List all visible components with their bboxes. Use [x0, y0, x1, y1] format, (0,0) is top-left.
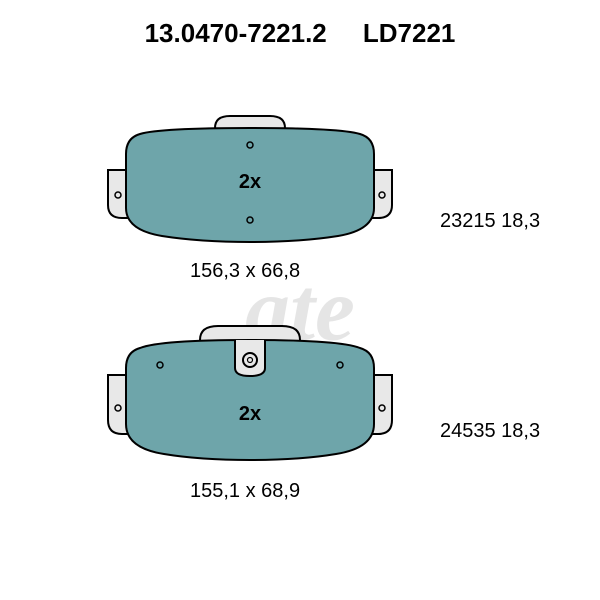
center-pin: [243, 353, 257, 367]
dim-label-bottom: 155,1 x 68,9: [190, 480, 300, 503]
brake-pad-bottom-svg: 2x: [100, 320, 400, 470]
qty-label-top: 2x: [239, 171, 261, 193]
brake-pad-bottom: 2x: [100, 320, 400, 470]
dim-label-top: 156,3 x 66,8: [190, 260, 300, 283]
brake-pad-top: 2x: [100, 110, 400, 250]
ref-label-bottom: 24535 18,3: [440, 420, 540, 443]
part-code: LD7221: [363, 18, 456, 48]
brake-pad-top-svg: 2x: [100, 110, 400, 250]
qty-label-bottom: 2x: [239, 403, 261, 425]
part-number: 13.0470-7221.2: [145, 18, 327, 48]
ref-label-top: 23215 18,3: [440, 210, 540, 233]
diagram-area: ate 2x 156,3 x 66,8 23215 18,3: [40, 60, 560, 560]
